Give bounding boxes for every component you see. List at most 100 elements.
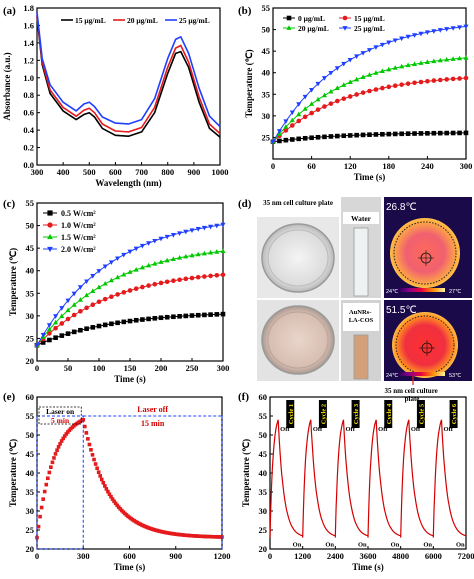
data-point (220, 311, 226, 317)
data-point (107, 492, 112, 497)
data-point (65, 298, 71, 304)
data-point (90, 325, 96, 330)
data-point (40, 340, 46, 345)
data-point (71, 329, 77, 335)
data-point (140, 317, 145, 322)
data-point (302, 106, 308, 111)
cycle-label: Cycle 1 (288, 404, 295, 424)
data-point (444, 77, 450, 82)
data-point (39, 505, 44, 510)
y-tick-label: 60 (259, 392, 268, 402)
data-point (115, 292, 120, 297)
data-point (347, 94, 353, 99)
series-line (272, 25, 467, 142)
y-tick-label: 1.4 (23, 38, 34, 48)
data-point (380, 131, 385, 137)
data-point (170, 256, 176, 261)
y-tick-label: 35 (26, 487, 35, 497)
laser-on-box (38, 406, 82, 425)
data-point (53, 452, 58, 456)
data-point (270, 139, 276, 145)
data-point (115, 320, 120, 326)
data-point (367, 132, 372, 137)
cycle-label: Cycle 5 (418, 403, 425, 424)
data-point (164, 257, 170, 263)
data-point (463, 130, 469, 136)
data-point (202, 274, 207, 279)
data-point (115, 256, 121, 262)
data-point (170, 232, 176, 238)
data-point (309, 135, 314, 141)
data-point (46, 326, 52, 332)
series-line (272, 77, 467, 143)
data-point (62, 434, 67, 438)
cycle-tag (449, 400, 458, 428)
legend-label: 1.0 W/cm² (61, 221, 96, 230)
data-point (41, 497, 45, 501)
y-tick-label: 60 (26, 392, 35, 402)
y-tick-label: 20 (259, 544, 268, 554)
data-point (102, 322, 108, 328)
data-point (47, 470, 52, 475)
legend-label: 1.5 W/cm² (61, 233, 96, 242)
data-point (334, 66, 340, 71)
data-point (214, 273, 220, 278)
thermal-ring-top (393, 221, 457, 285)
data-point (347, 79, 353, 84)
data-point (103, 484, 107, 488)
sample-cuvette-icon (353, 334, 369, 380)
data-point (109, 321, 114, 327)
data-point (450, 26, 456, 31)
data-point (146, 262, 152, 268)
x-tick-label: 600 (123, 551, 136, 561)
data-point (425, 131, 430, 136)
data-point (104, 487, 109, 491)
y-tick-label: 20 (26, 544, 35, 554)
on-label: On (423, 542, 432, 549)
y-tick-label: 35 (259, 487, 268, 497)
data-point (96, 299, 102, 305)
off-label: Off (444, 426, 454, 433)
data-point (457, 25, 463, 30)
x-tick-label: 0 (35, 363, 39, 373)
data-point (139, 243, 145, 249)
data-point (96, 323, 102, 329)
data-point (386, 40, 392, 46)
data-point (399, 36, 405, 42)
data-point (286, 25, 292, 30)
data-point (354, 92, 359, 97)
data-point (65, 331, 71, 336)
data-point (425, 78, 430, 84)
data-point (290, 123, 295, 128)
data-point (354, 132, 359, 138)
data-point (40, 332, 46, 338)
data-point (96, 470, 101, 474)
data-point (424, 59, 430, 64)
data-point (56, 445, 61, 449)
data-point (93, 462, 98, 466)
data-point (444, 130, 449, 136)
y-tick-label: 45 (259, 449, 268, 459)
sample-label-box (343, 303, 379, 331)
data-point (133, 286, 139, 291)
x-tick-label: 600 (109, 167, 122, 177)
cycle-label: Cycle 4 (386, 403, 393, 424)
data-point (296, 111, 302, 117)
data-point (195, 312, 201, 318)
x-tick-label: 1200 (294, 551, 311, 561)
x-tick-label: 60 (307, 161, 316, 171)
x-axis-label: Time (s) (114, 562, 146, 572)
data-point (405, 131, 411, 136)
data-point (392, 38, 398, 44)
data-point (109, 494, 113, 499)
y-axis-label: Temperature (℃) (244, 49, 254, 117)
data-point (309, 88, 315, 93)
on-label: On (358, 542, 367, 549)
data-point (373, 45, 379, 50)
temperature-power-chart: 0 50 100 150 200 250 300 20 25 30 35 40 45 50 55 Time (… (8, 198, 229, 384)
thermal-spot-bottom (392, 312, 458, 378)
legend-label: 2.0 W/cm² (61, 245, 96, 254)
data-point (59, 306, 65, 311)
data-point (164, 279, 170, 285)
y-axis-label: Temperature (℃) (8, 248, 18, 316)
